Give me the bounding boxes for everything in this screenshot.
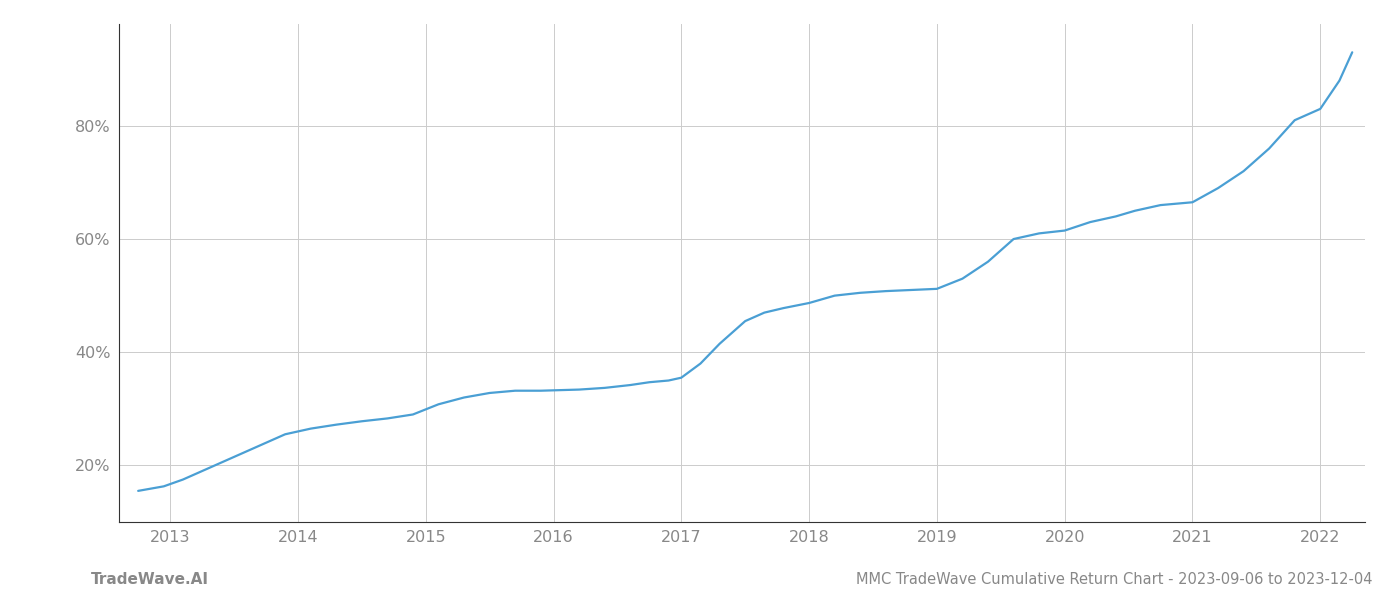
Text: TradeWave.AI: TradeWave.AI xyxy=(91,572,209,587)
Text: MMC TradeWave Cumulative Return Chart - 2023-09-06 to 2023-12-04: MMC TradeWave Cumulative Return Chart - … xyxy=(855,572,1372,587)
